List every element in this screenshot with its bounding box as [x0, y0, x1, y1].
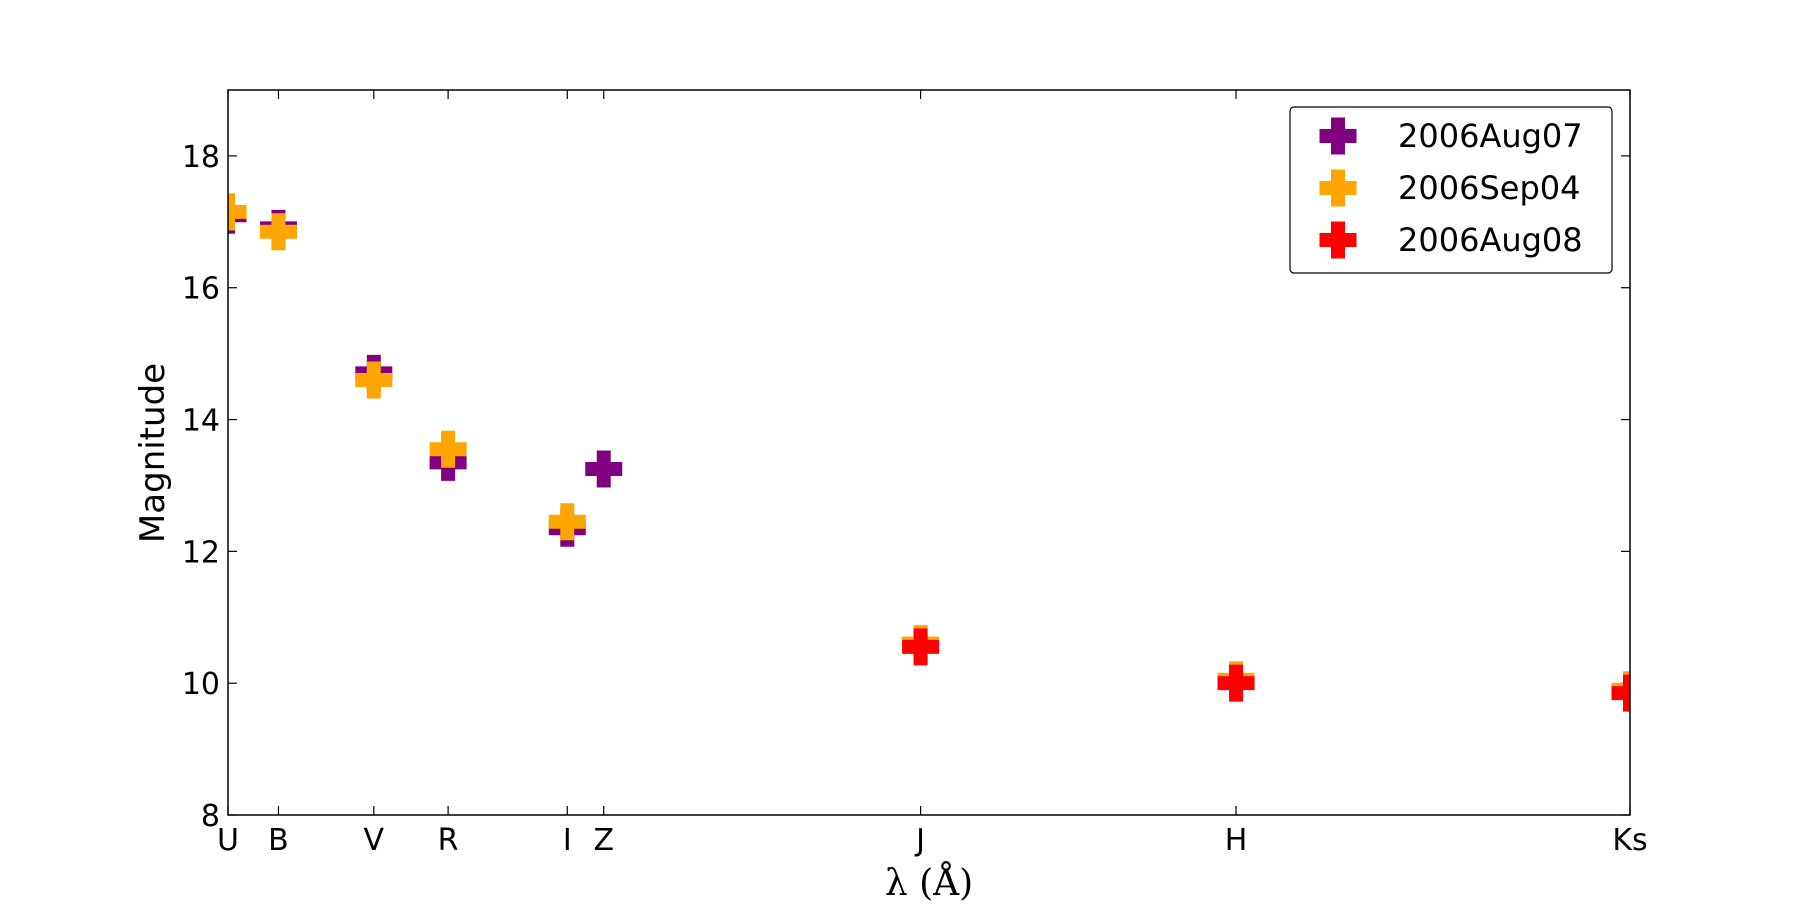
y-tick-label: 8	[201, 799, 220, 834]
x-tick-label: I	[563, 823, 572, 858]
y-tick-label: 12	[182, 535, 220, 570]
y-tick-label: 16	[182, 272, 220, 307]
x-axis-label: λ (Å)	[885, 862, 973, 901]
plot-frame	[227, 89, 1631, 816]
y-tick-label: 18	[182, 140, 220, 175]
data-point	[259, 213, 297, 251]
y-axis-label: Magnitude	[133, 363, 173, 543]
legend-label: 2006Aug08	[1398, 221, 1583, 259]
x-tick-label: U	[217, 823, 239, 858]
legend-frame	[1289, 106, 1613, 274]
data-point	[429, 430, 467, 468]
legend-label: 2006Aug07	[1398, 117, 1583, 155]
legend: 2006Aug07 2006Sep04 2006Aug08	[1289, 106, 1613, 274]
x-tick-label: H	[1225, 823, 1248, 858]
data-point	[902, 628, 940, 666]
legend-label: 2006Sep04	[1398, 169, 1580, 207]
legend-marker	[1319, 117, 1357, 155]
data-point	[585, 450, 623, 488]
x-tick-label: V	[364, 823, 385, 858]
data-point	[355, 361, 393, 399]
data-point	[228, 193, 247, 231]
x-axis: U B V R I Z J H Ks	[217, 90, 1648, 858]
x-tick-label: J	[914, 823, 925, 858]
x-tick-label: R	[438, 823, 459, 858]
legend-marker	[1319, 221, 1357, 259]
data-point	[1217, 664, 1255, 702]
data-points	[228, 193, 1630, 712]
x-tick-label: Ks	[1612, 823, 1647, 858]
data-point	[548, 503, 586, 541]
data-point	[1611, 674, 1630, 712]
x-tick-label: B	[268, 823, 289, 858]
x-tick-label: Z	[593, 823, 614, 858]
y-tick-label: 10	[182, 667, 220, 702]
y-tick-label: 14	[182, 404, 220, 439]
y-axis: 8 10 12 14 16 18	[182, 140, 1630, 834]
legend-marker	[1319, 169, 1357, 207]
